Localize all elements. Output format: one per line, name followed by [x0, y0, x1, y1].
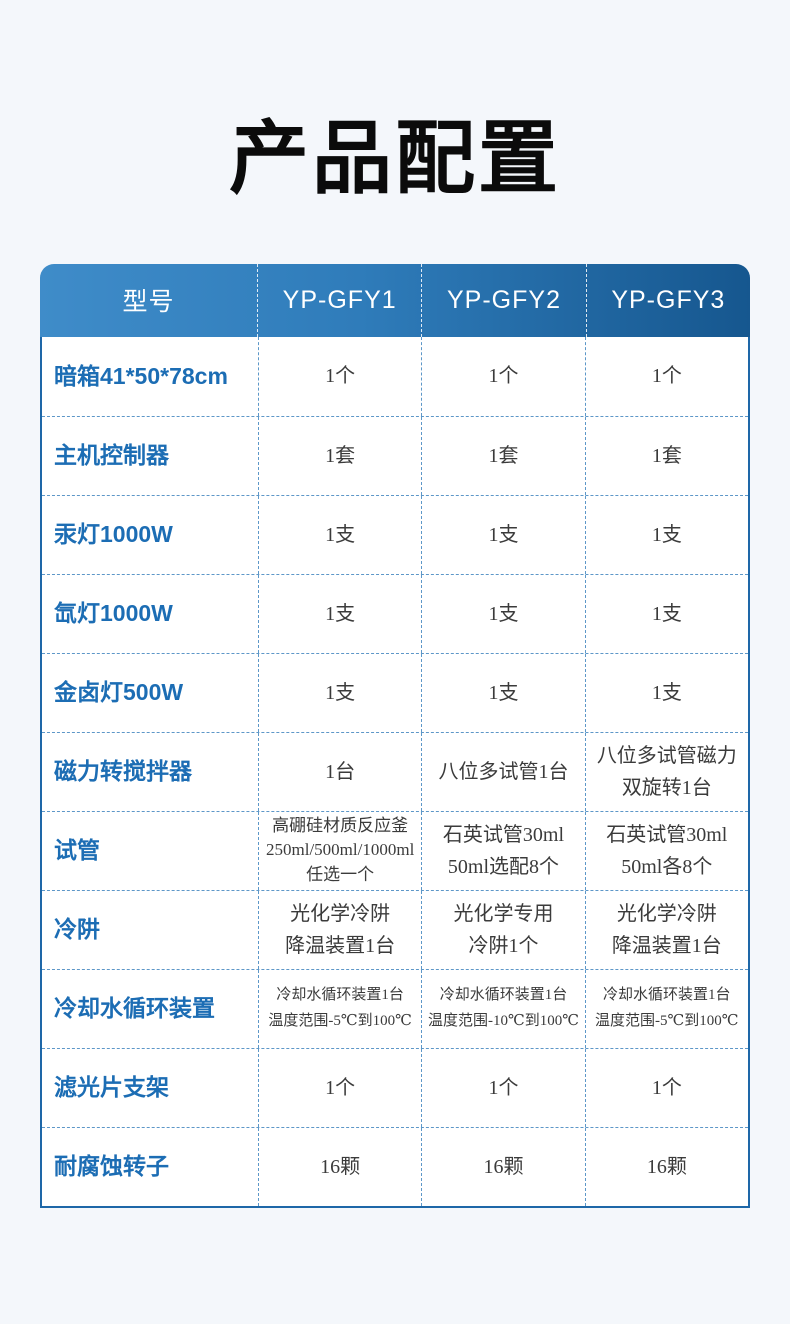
row-label: 冷阱	[54, 916, 100, 943]
cell-value: 1支	[421, 653, 584, 732]
cell-value: 1支	[258, 495, 421, 574]
cell-value: 1个	[258, 336, 421, 416]
product-configuration-table: 型号 YP-GFY1 YP-GFY2 YP-GFY3 暗箱41*50*78cm …	[40, 263, 750, 1208]
table-row-cooling-water-circulator: 冷却水循环装置 冷却水循环装置1台 温度范围-5℃到100℃ 冷却水循环装置1台…	[42, 968, 748, 1048]
cell-value: 1支	[584, 574, 748, 653]
row-label: 冷却水循环装置	[54, 995, 215, 1022]
cell-value: 冷却水循环装置1台 温度范围-5℃到100℃	[584, 969, 748, 1048]
column-header-yp-gfy1: YP-GFY1	[257, 263, 421, 337]
table-row-host-controller: 主机控制器 1套 1套 1套	[42, 415, 748, 495]
column-header-model: 型号	[122, 288, 175, 317]
cell-value: 1个	[258, 1048, 421, 1127]
row-label: 氙灯1000W	[54, 600, 173, 627]
row-label: 汞灯1000W	[54, 521, 173, 548]
cell-value: 八位多试管1台	[421, 732, 584, 811]
cell-value: 高硼硅材质反应釜 250ml/500ml/1000ml 任选一个	[258, 811, 421, 890]
table-row-magnetic-stirrer: 磁力转搅拌器 1台 八位多试管1台 八位多试管磁力 双旋转1台	[42, 731, 748, 811]
cell-value: 石英试管30ml 50ml选配8个	[421, 811, 584, 890]
row-label: 主机控制器	[54, 442, 169, 469]
cell-value: 1个	[421, 336, 584, 416]
cell-value: 光化学冷阱 降温装置1台	[584, 890, 748, 969]
column-header-yp-gfy2: YP-GFY2	[421, 263, 585, 337]
row-label: 滤光片支架	[54, 1074, 169, 1101]
cell-value: 1支	[258, 574, 421, 653]
table-row-test-tube: 试管 高硼硅材质反应釜 250ml/500ml/1000ml 任选一个 石英试管…	[42, 810, 748, 890]
row-label: 暗箱41*50*78cm	[54, 362, 228, 389]
table-body: 暗箱41*50*78cm 1个 1个 1个 主机控制器 1套 1套 1套 汞灯1…	[40, 336, 750, 1208]
table-row-metal-halide-lamp: 金卤灯500W 1支 1支 1支	[42, 652, 748, 732]
cell-value: 冷却水循环装置1台 温度范围-10℃到100℃	[421, 969, 584, 1048]
cell-value: 16颗	[584, 1127, 748, 1206]
table-row-mercury-lamp: 汞灯1000W 1支 1支 1支	[42, 494, 748, 574]
table-row-cold-trap: 冷阱 光化学冷阱 降温装置1台 光化学专用 冷阱1个 光化学冷阱 降温装置1台	[42, 889, 748, 969]
cell-value: 冷却水循环装置1台 温度范围-5℃到100℃	[258, 969, 421, 1048]
row-label: 耐腐蚀转子	[54, 1153, 169, 1180]
cell-value: 16颗	[258, 1127, 421, 1206]
cell-value: 1支	[421, 495, 584, 574]
cell-value: 1个	[584, 1048, 748, 1127]
table-row-dark-box: 暗箱41*50*78cm 1个 1个 1个	[42, 336, 748, 416]
cell-value: 石英试管30ml 50ml各8个	[584, 811, 748, 890]
cell-value: 1支	[584, 653, 748, 732]
cell-value: 1套	[421, 416, 584, 495]
cell-value: 1套	[584, 416, 748, 495]
cell-value: 1台	[258, 732, 421, 811]
cell-value: 16颗	[421, 1127, 584, 1206]
cell-value: 1支	[421, 574, 584, 653]
cell-value: 1个	[421, 1048, 584, 1127]
cell-value: 光化学专用 冷阱1个	[421, 890, 584, 969]
column-header-yp-gfy3: YP-GFY3	[585, 263, 750, 337]
row-label: 磁力转搅拌器	[54, 758, 192, 785]
cell-value: 1支	[258, 653, 421, 732]
table-row-filter-holder: 滤光片支架 1个 1个 1个	[42, 1047, 748, 1127]
row-label: 试管	[54, 837, 100, 864]
cell-value: 八位多试管磁力 双旋转1台	[584, 732, 748, 811]
cell-value: 1个	[584, 336, 748, 416]
table-row-corrosion-resistant-rotor: 耐腐蚀转子 16颗 16颗 16颗	[42, 1126, 748, 1206]
page-title: 产品配置	[229, 115, 561, 204]
cell-value: 光化学冷阱 降温装置1台	[258, 890, 421, 969]
table-header-row: 型号 YP-GFY1 YP-GFY2 YP-GFY3	[40, 263, 750, 337]
cell-value: 1套	[258, 416, 421, 495]
cell-value: 1支	[584, 495, 748, 574]
row-label: 金卤灯500W	[54, 679, 184, 706]
table-row-xenon-lamp: 氙灯1000W 1支 1支 1支	[42, 573, 748, 653]
